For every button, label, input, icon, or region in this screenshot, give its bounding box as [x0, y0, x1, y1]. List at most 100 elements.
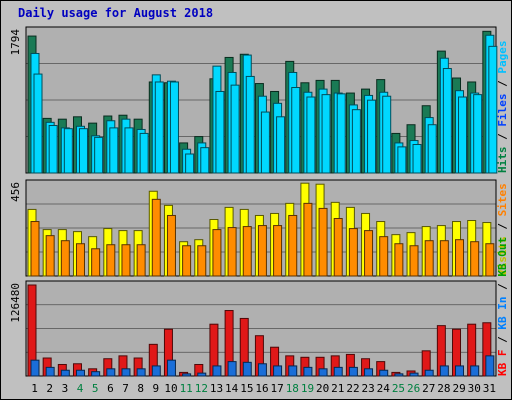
bar-kb-in	[257, 363, 267, 377]
bar-kb-in	[409, 372, 419, 377]
bar-sites	[151, 198, 161, 277]
bar-pages	[215, 90, 225, 174]
legend-item: Pages	[496, 41, 509, 74]
bar-sites	[470, 241, 480, 277]
bar-sites	[379, 236, 389, 277]
bar-sites	[394, 243, 404, 277]
bar-sites	[348, 228, 358, 277]
x-tick-label: 31	[483, 382, 496, 395]
bar-sites	[106, 244, 116, 277]
legend-item: Visits	[496, 236, 509, 276]
bar-pages	[321, 94, 331, 174]
bar-sites	[424, 240, 434, 277]
x-tick-label: 28	[437, 382, 450, 395]
x-tick-label: 8	[137, 382, 144, 395]
bar-sites	[45, 235, 55, 277]
bar-kb-in	[30, 359, 40, 377]
legend-item: /	[496, 330, 509, 350]
legend-item: KB In	[496, 297, 509, 330]
legend-item: KB F	[496, 350, 509, 377]
bar-pages	[412, 144, 422, 174]
bar-pages	[488, 45, 498, 174]
x-tick-label: 27	[422, 382, 435, 395]
bar-pages	[276, 116, 286, 174]
bar-kb-in	[333, 366, 343, 377]
legend-hits-files-pages: Hits / Files / Pages	[496, 41, 509, 174]
x-tick-label: 7	[122, 382, 129, 395]
bar-pages	[48, 125, 58, 174]
x-tick-label: 22	[346, 382, 359, 395]
chart-title: Daily usage for August 2018	[18, 6, 214, 20]
bar-kb-in	[303, 366, 313, 377]
bar-pages	[78, 128, 88, 174]
x-tick-label: 18	[286, 382, 299, 395]
bar-kb-in	[121, 368, 131, 377]
x-tick-label: 19	[301, 382, 314, 395]
bar-kb-in	[242, 361, 252, 377]
bar-pages	[33, 73, 43, 174]
bar-sites	[439, 240, 449, 277]
bar-pages	[154, 81, 164, 174]
bar-kb-in	[197, 372, 207, 377]
legend-visits-sites: Visits / Sites	[496, 183, 509, 276]
bar-pages	[306, 96, 316, 174]
bar-sites	[75, 243, 85, 277]
bar-kb-in	[106, 368, 116, 377]
bar-kb-in	[288, 365, 298, 377]
bar-sites	[288, 214, 298, 277]
bar-sites	[455, 239, 465, 277]
x-tick-label: 15	[240, 382, 253, 395]
bar-sites	[409, 245, 419, 277]
bar-kb-in	[75, 369, 85, 377]
x-tick-label: 30	[468, 382, 481, 395]
bar-sites	[242, 226, 252, 277]
bar-sites	[182, 245, 192, 277]
x-tick-label: 2	[46, 382, 53, 395]
bar-sites	[364, 230, 374, 277]
bar-sites	[303, 202, 313, 277]
x-tick-label: 11	[180, 382, 193, 395]
x-tick-label: 23	[362, 382, 375, 395]
bar-kb-in	[439, 365, 449, 377]
x-tick-label: 14	[225, 382, 239, 395]
y-max-label: 126480	[9, 283, 22, 323]
x-tick-label: 9	[153, 382, 160, 395]
x-tick-label: 10	[164, 382, 177, 395]
bar-kb-in	[379, 369, 389, 377]
legend-item: Files	[496, 94, 509, 127]
legend-item: /	[496, 277, 509, 297]
x-tick-label: 13	[210, 382, 223, 395]
bar-sites	[136, 244, 146, 277]
bar-pages	[63, 128, 73, 174]
bar-sites	[60, 240, 70, 277]
bar-sites	[273, 225, 283, 277]
bar-pages	[458, 96, 468, 174]
bar-kb-in	[227, 361, 237, 377]
bar-pages	[200, 147, 210, 174]
legend-item: /	[496, 127, 509, 147]
bar-kb-in	[212, 365, 222, 377]
y-max-label: 456	[9, 182, 22, 202]
bar-kb-in	[364, 368, 374, 377]
bar-sites	[166, 214, 176, 277]
bar-pages	[169, 81, 179, 174]
bar-kb-in	[151, 365, 161, 377]
legend-kb: KB F / KB In / KB Out	[496, 237, 509, 376]
bar-pages	[442, 68, 452, 174]
bar-sites	[485, 243, 495, 277]
bar-kb-in	[60, 369, 70, 377]
x-tick-label: 17	[271, 382, 284, 395]
x-tick-label: 20	[316, 382, 329, 395]
x-tick-label: 16	[255, 382, 268, 395]
bar-pages	[397, 146, 407, 174]
bar-pages	[245, 75, 255, 174]
x-tick-label: 24	[377, 382, 391, 395]
bar-kb-in	[182, 373, 192, 377]
bar-pages	[94, 136, 104, 174]
bar-sites	[91, 248, 101, 277]
bar-kb-in	[136, 368, 146, 377]
bar-kb-in	[273, 365, 283, 377]
x-tick-label: 29	[452, 382, 465, 395]
x-tick-label: 6	[107, 382, 114, 395]
